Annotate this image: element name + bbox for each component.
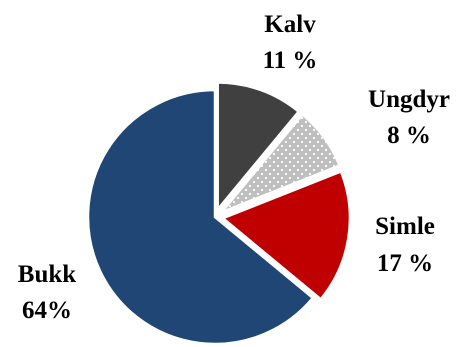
pie-slices bbox=[86, 81, 352, 346]
slice-value-label-ungdyr: 8 % bbox=[387, 122, 431, 149]
slice-label-kalv: Kalv bbox=[264, 11, 316, 38]
pie-slice-simle bbox=[220, 169, 352, 301]
pie-slice-bukk bbox=[86, 88, 315, 346]
pie-slice-kalv bbox=[216, 81, 301, 213]
slice-value-label-kalv: 11 % bbox=[263, 47, 318, 74]
slice-label-bukk: Bukk bbox=[18, 261, 76, 288]
slice-value-label-simle: 17 % bbox=[377, 250, 433, 277]
slice-value-label-bukk: 64% bbox=[22, 297, 72, 324]
slice-label-simle: Simle bbox=[375, 213, 435, 240]
pie-labels: Kalv 11 % Ungdyr 8 % Simle 17 % Bukk 64% bbox=[18, 11, 450, 324]
slice-label-ungdyr: Ungdyr bbox=[368, 86, 450, 113]
pie-slice-ungdyr bbox=[220, 112, 342, 214]
